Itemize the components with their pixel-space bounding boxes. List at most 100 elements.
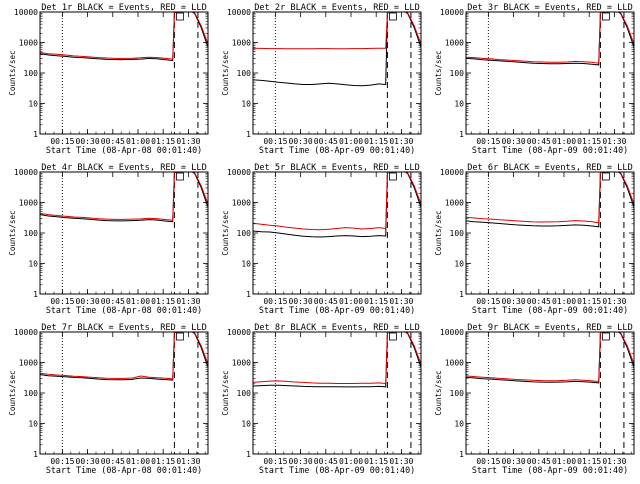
y-tick-label: 10 [454, 100, 464, 109]
y-axis-label: Counts/sec [8, 50, 17, 95]
x-tick-label: 00:15 [263, 297, 287, 306]
x-tick-label: 00:30 [76, 137, 100, 146]
x-tick-label: 01:00 [126, 297, 150, 306]
y-axis-label: Counts/sec [8, 370, 17, 415]
series-line-events [253, 332, 421, 388]
y-tick-label: 10 [28, 260, 38, 269]
x-tick-label: 01:15 [577, 297, 601, 306]
spike-box-marker [175, 12, 184, 21]
series-group [253, 332, 421, 388]
x-axis-label: Start Time (08-Apr-08 00:01:40) [46, 145, 202, 155]
x-tick-label: 00:45 [101, 137, 125, 146]
x-tick-label: 01:30 [176, 297, 200, 306]
y-tick-label: 10000 [227, 8, 251, 17]
plot-frame [252, 331, 422, 455]
x-tick-label: 01:30 [176, 137, 200, 146]
y-tick-label: 10000 [14, 8, 38, 17]
marker-lines [487, 12, 625, 134]
panel-title: Det 8r BLACK = Events, RED = LLD [254, 323, 420, 333]
series-group [40, 332, 208, 381]
x-axis-label: Start Time (08-Apr-09 00:01:40) [259, 305, 415, 315]
series-line-events [466, 172, 634, 228]
x-tick-label: 00:15 [263, 457, 287, 466]
y-tick-label: 10 [28, 420, 38, 429]
x-tick-label: 00:15 [50, 457, 74, 466]
x-tick-label: 00:15 [50, 137, 74, 146]
y-tick-label: 10000 [14, 168, 38, 177]
x-tick-label: 01:15 [364, 457, 388, 466]
y-axis-label: Counts/sec [434, 370, 443, 415]
panel-det-7r: Det 7r BLACK = Events, RED = LLD 1 10 100 10… [8, 323, 209, 475]
series-line-events [466, 332, 634, 384]
y-tick-label: 10 [454, 260, 464, 269]
panel-title: Det 9r BLACK = Events, RED = LLD [467, 323, 633, 333]
x-tick-label: 00:45 [101, 297, 125, 306]
y-tick-label: 10 [241, 260, 251, 269]
series-group [40, 12, 208, 62]
panel-title: Det 2r BLACK = Events, RED = LLD [254, 3, 420, 13]
x-axis-label: Start Time (08-Apr-09 00:01:40) [472, 465, 628, 475]
series-group [253, 172, 421, 238]
y-tick-label: 1000 [445, 359, 464, 368]
y-tick-label: 1000 [445, 39, 464, 48]
marker-lines [274, 12, 412, 134]
spike-box-marker [602, 172, 610, 181]
y-tick-label: 1 [246, 290, 251, 299]
marker-lines [61, 12, 199, 134]
panel-det-9r: Det 9r BLACK = Events, RED = LLD 1 10 100 10… [434, 323, 635, 475]
y-tick-label: 10 [241, 420, 251, 429]
x-tick-label: 01:30 [389, 297, 413, 306]
y-axis-label: Counts/sec [8, 210, 17, 255]
series-line-lld [40, 172, 208, 221]
y-tick-label: 1 [459, 450, 464, 459]
x-tick-label: 01:30 [389, 137, 413, 146]
y-tick-label: 1 [246, 450, 251, 459]
panel-title: Det 1r BLACK = Events, RED = LLD [41, 3, 207, 13]
y-tick-label: 1 [33, 450, 38, 459]
x-tick-label: 01:15 [151, 457, 175, 466]
series-group [466, 12, 634, 66]
series-line-lld [253, 332, 421, 385]
marker-lines [487, 332, 625, 454]
y-tick-label: 10 [28, 100, 38, 109]
x-tick-label: 01:00 [339, 457, 363, 466]
y-tick-label: 1000 [232, 199, 251, 208]
x-axis-label: Start Time (08-Apr-09 00:01:40) [259, 145, 415, 155]
x-tick-label: 00:45 [527, 137, 551, 146]
panel-det-5r: Det 5r BLACK = Events, RED = LLD 1 10 100 10… [221, 163, 422, 315]
series-line-events [40, 12, 208, 62]
x-tick-label: 01:15 [577, 137, 601, 146]
series-line-events [253, 12, 421, 87]
plot-frame [252, 11, 422, 135]
panel-det-2r: Det 2r BLACK = Events, RED = LLD 1 10 100 10… [221, 3, 422, 155]
y-tick-label: 100 [237, 229, 252, 238]
y-axis-label: Counts/sec [221, 210, 230, 255]
y-tick-label: 100 [450, 69, 465, 78]
x-tick-label: 00:30 [289, 137, 313, 146]
marker-lines [487, 172, 625, 294]
y-tick-label: 100 [24, 389, 39, 398]
x-tick-label: 00:45 [527, 297, 551, 306]
series-group [253, 12, 421, 87]
plot-frame [465, 11, 635, 135]
y-tick-label: 10000 [227, 328, 251, 337]
x-tick-label: 01:00 [126, 457, 150, 466]
spike-box-marker [175, 172, 184, 181]
x-tick-label: 00:15 [50, 297, 74, 306]
y-axis-label: Counts/sec [434, 210, 443, 255]
x-axis-label: Start Time (08-Apr-09 00:01:40) [472, 145, 628, 155]
plot-frame [39, 11, 209, 135]
x-tick-label: 01:00 [552, 457, 576, 466]
panel-title: Det 7r BLACK = Events, RED = LLD [41, 323, 207, 333]
x-tick-label: 01:30 [389, 457, 413, 466]
y-tick-label: 1000 [19, 359, 38, 368]
x-tick-label: 00:45 [527, 457, 551, 466]
series-line-lld [253, 172, 421, 231]
panel-det-8r: Det 8r BLACK = Events, RED = LLD 1 10 100 10… [221, 323, 422, 475]
y-tick-label: 100 [450, 229, 465, 238]
x-axis-label: Start Time (08-Apr-09 00:01:40) [472, 305, 628, 315]
x-tick-label: 01:30 [176, 457, 200, 466]
y-tick-label: 100 [24, 69, 39, 78]
x-tick-label: 00:30 [289, 457, 313, 466]
